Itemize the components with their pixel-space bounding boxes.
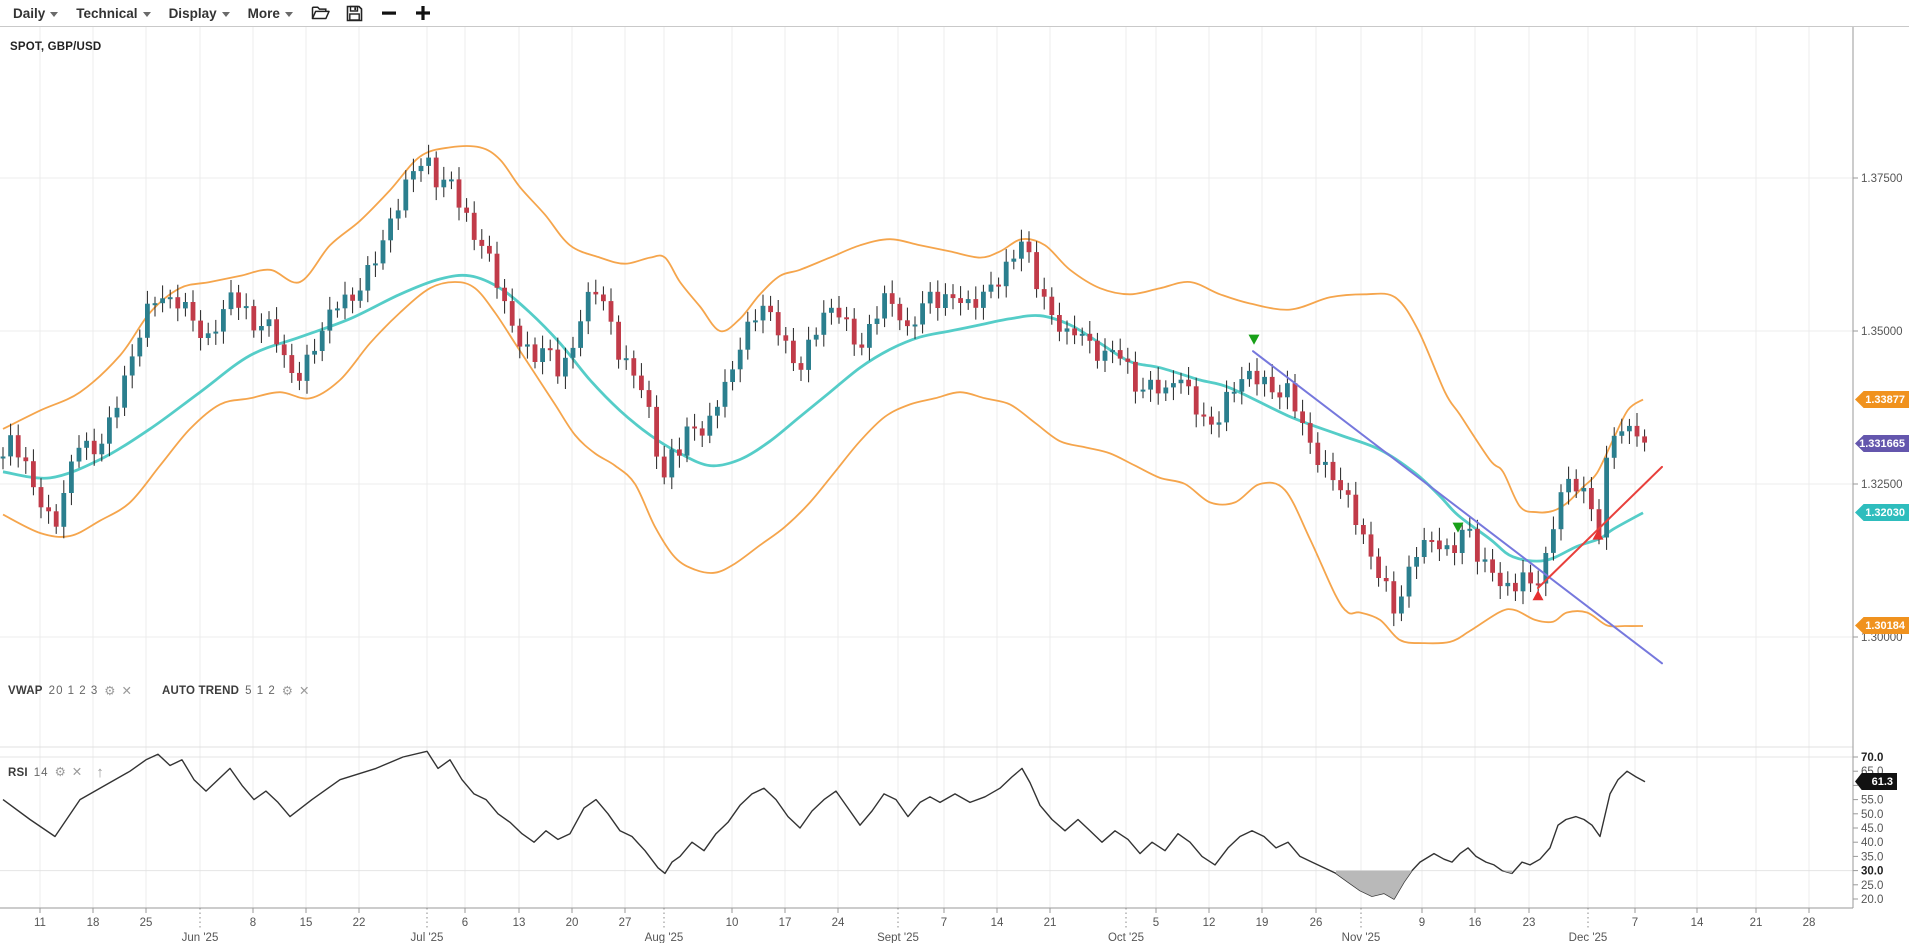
- chart-area: 1.375001.350001.325001.3000070.065.060.0…: [0, 27, 1909, 943]
- rsi-pane-indicator-row: RSI 14 ⚙ ✕ ↑: [8, 765, 104, 780]
- svg-text:35.0: 35.0: [1861, 851, 1883, 863]
- bollinger-lower-badge: 1.30184: [1855, 617, 1909, 634]
- chevron-down-icon: [50, 11, 59, 17]
- rsi-indicator-params: 14: [33, 766, 49, 779]
- timeframe-dropdown[interactable]: Daily: [8, 4, 67, 23]
- save-icon[interactable]: [340, 2, 370, 24]
- vwap-remove-icon[interactable]: ✕: [121, 684, 132, 698]
- price-pane-indicator-row: VWAP 20 1 2 3 ⚙ ✕ AUTO TREND 5 1 2 ⚙ ✕: [8, 685, 309, 698]
- svg-text:Sept '25: Sept '25: [877, 932, 919, 943]
- svg-text:6: 6: [462, 917, 468, 929]
- svg-text:21: 21: [1044, 917, 1057, 929]
- timeframe-dropdown-label: Daily: [13, 5, 46, 21]
- vwap-badge: 1.32030: [1855, 504, 1909, 521]
- svg-text:50.0: 50.0: [1861, 809, 1883, 821]
- svg-text:17: 17: [779, 917, 792, 929]
- more-dropdown[interactable]: More: [243, 4, 302, 23]
- svg-text:7: 7: [1632, 917, 1638, 929]
- display-dropdown-label: Display: [168, 5, 217, 21]
- svg-text:1.32500: 1.32500: [1861, 479, 1903, 491]
- svg-text:20.0: 20.0: [1861, 894, 1883, 906]
- chevron-down-icon: [142, 11, 151, 17]
- svg-text:1.37500: 1.37500: [1861, 173, 1903, 185]
- bollinger-upper-badge: 1.33877: [1855, 391, 1909, 408]
- svg-text:1.30000: 1.30000: [1861, 632, 1903, 644]
- svg-text:23: 23: [1523, 917, 1536, 929]
- display-dropdown[interactable]: Display: [164, 4, 239, 23]
- svg-text:20: 20: [566, 917, 579, 929]
- svg-text:25.0: 25.0: [1861, 880, 1883, 892]
- svg-text:12: 12: [1203, 917, 1216, 929]
- svg-text:16: 16: [1469, 917, 1482, 929]
- svg-text:Jul '25: Jul '25: [411, 932, 444, 943]
- svg-text:Oct '25: Oct '25: [1108, 932, 1144, 943]
- rsi-remove-icon[interactable]: ✕: [71, 765, 83, 780]
- svg-text:Dec '25: Dec '25: [1569, 932, 1608, 943]
- svg-text:5: 5: [1153, 917, 1159, 929]
- svg-text:70.0: 70.0: [1861, 752, 1883, 764]
- svg-text:Aug '25: Aug '25: [645, 932, 684, 943]
- svg-text:19: 19: [1256, 917, 1269, 929]
- svg-text:28: 28: [1803, 917, 1816, 929]
- chevron-down-icon: [284, 11, 293, 17]
- svg-text:22: 22: [353, 917, 366, 929]
- svg-text:26: 26: [1310, 917, 1323, 929]
- svg-text:Nov '25: Nov '25: [1342, 932, 1381, 943]
- rsi-indicator-label: RSI: [8, 766, 28, 779]
- svg-text:45.0: 45.0: [1861, 823, 1883, 835]
- svg-text:14: 14: [1691, 917, 1704, 929]
- svg-text:18: 18: [87, 917, 100, 929]
- svg-text:7: 7: [941, 917, 947, 929]
- zoom-out-icon[interactable]: [374, 2, 404, 24]
- svg-text:11: 11: [34, 917, 46, 929]
- vwap-settings-gear-icon[interactable]: ⚙: [104, 684, 116, 698]
- svg-text:55.0: 55.0: [1861, 795, 1883, 807]
- svg-text:15: 15: [300, 917, 313, 929]
- chevron-down-icon: [221, 11, 230, 17]
- svg-text:Jun '25: Jun '25: [182, 932, 219, 943]
- svg-text:13: 13: [513, 917, 526, 929]
- svg-text:14: 14: [991, 917, 1004, 929]
- svg-text:24: 24: [832, 917, 845, 929]
- svg-text:40.0: 40.0: [1861, 837, 1883, 849]
- auto-trend-indicator-label: AUTO TREND: [161, 685, 240, 698]
- current-price-badge: 1.331665: [1855, 435, 1909, 452]
- rsi-expand-arrow-icon[interactable]: ↑: [96, 764, 104, 781]
- technical-dropdown[interactable]: Technical: [71, 4, 159, 23]
- svg-text:10: 10: [726, 917, 739, 929]
- open-folder-icon[interactable]: [306, 2, 336, 24]
- vwap-indicator-params: 20 1 2 3: [48, 685, 99, 698]
- svg-text:1.35000: 1.35000: [1861, 326, 1903, 338]
- chart-canvas[interactable]: 1.375001.350001.325001.3000070.065.060.0…: [0, 27, 1909, 943]
- vwap-indicator-label: VWAP: [8, 685, 43, 698]
- svg-text:27: 27: [619, 917, 632, 929]
- toolbar: Daily Technical Display More: [0, 0, 1909, 27]
- technical-dropdown-label: Technical: [76, 5, 138, 21]
- svg-text:30.0: 30.0: [1861, 866, 1883, 878]
- svg-text:21: 21: [1750, 917, 1763, 929]
- svg-text:8: 8: [250, 917, 256, 929]
- zoom-in-icon[interactable]: [408, 2, 438, 24]
- rsi-value-badge: 61.3: [1855, 773, 1897, 790]
- svg-text:25: 25: [140, 917, 153, 929]
- svg-text:9: 9: [1419, 917, 1425, 929]
- auto-trend-remove-icon[interactable]: ✕: [298, 684, 310, 698]
- symbol-label: SPOT, GBP/USD: [10, 41, 102, 53]
- auto-trend-settings-gear-icon[interactable]: ⚙: [281, 684, 293, 698]
- more-dropdown-label: More: [247, 5, 280, 21]
- auto-trend-indicator-params: 5 1 2: [245, 685, 276, 698]
- rsi-settings-gear-icon[interactable]: ⚙: [54, 765, 66, 780]
